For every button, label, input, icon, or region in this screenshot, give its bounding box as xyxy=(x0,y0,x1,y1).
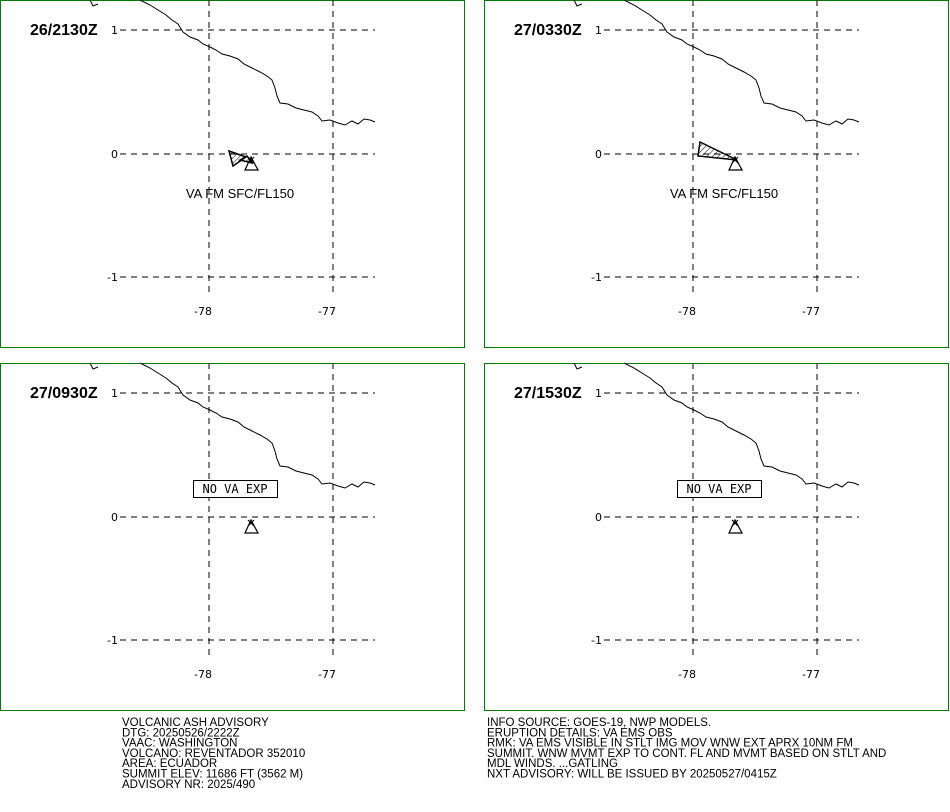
advisory-line: SUMMIT ELEV: 11686 FT (3562 M) xyxy=(122,769,303,781)
lat-tick-label: 0 xyxy=(111,511,118,524)
lat-tick-label: -1 xyxy=(591,634,602,647)
advisory-line: INFO SOURCE: GOES-19, NWP MODELS. xyxy=(487,717,711,729)
valid-time: 26/2130Z xyxy=(30,22,98,39)
lat-tick-label: -1 xyxy=(591,271,602,284)
volcano-symbol xyxy=(728,155,744,171)
panel-border xyxy=(484,363,949,711)
ash-label: NO VA EXP xyxy=(686,482,751,496)
advisory-line: RMK: VA EMS VISIBLE IN STLT IMG MOV WNW … xyxy=(487,738,853,750)
advisory-line: NXT ADVISORY: WILL BE ISSUED BY 20250527… xyxy=(487,769,777,781)
map-panel: 1 0 -1 -78 -77 26/2130Z VA FM SFC/FL150 xyxy=(0,0,465,348)
lon-tick-label: -77 xyxy=(802,305,820,318)
lat-tick-label: 1 xyxy=(111,24,118,37)
advisory-line: VAAC: WASHINGTON xyxy=(122,738,237,750)
lat-tick-label: 0 xyxy=(595,148,602,161)
advisory-line: DTG: 20250526/2222Z xyxy=(122,727,240,739)
ash-label: NO VA EXP xyxy=(202,482,267,496)
lon-tick-label: -78 xyxy=(194,668,212,681)
advisory-line: ADVISORY NR: 2025/490 xyxy=(122,779,255,791)
advisory-line: AREA: ECUADOR xyxy=(122,758,217,770)
map-panel: 1 0 -1 -78 -77 27/0330Z VA FM SFC/FL150 xyxy=(484,0,949,348)
lat-tick-label: -1 xyxy=(107,634,118,647)
coastline xyxy=(89,0,376,126)
lat-tick-label: -1 xyxy=(107,271,118,284)
ash-area xyxy=(227,149,248,168)
valid-time: 27/0330Z xyxy=(514,22,582,39)
ash-label: VA FM SFC/FL150 xyxy=(670,186,778,201)
lon-tick-label: -78 xyxy=(194,305,212,318)
lon-tick-label: -77 xyxy=(802,668,820,681)
lon-tick-label: -77 xyxy=(318,305,336,318)
advisory-line: MDL WINDS. ...GATLING xyxy=(487,758,618,770)
lat-tick-label: 0 xyxy=(595,511,602,524)
advisory-line: VOLCANO: REVENTADOR 352010 xyxy=(122,748,305,760)
coastline xyxy=(573,362,860,489)
lat-tick-label: 1 xyxy=(595,387,602,400)
lat-tick-label: 1 xyxy=(595,24,602,37)
advisory-line: SUMMIT. WNW MVMT EXP TO CONT. FL AND MVM… xyxy=(487,748,886,760)
advisory-line: ERUPTION DETAILS: VA EMS OBS xyxy=(487,727,673,739)
coastline xyxy=(573,0,860,126)
valid-time: 27/0930Z xyxy=(30,385,98,402)
volcano-symbol xyxy=(244,155,260,171)
lat-tick-label: 1 xyxy=(111,387,118,400)
panel-border xyxy=(0,363,465,711)
volcano-symbol xyxy=(728,518,744,534)
ash-label: VA FM SFC/FL150 xyxy=(186,186,294,201)
map-panel: 1 0 -1 -78 -77 27/0930Z NO VA EXP xyxy=(0,362,465,711)
panel-border xyxy=(484,0,949,348)
coastline xyxy=(89,362,376,489)
ash-area xyxy=(697,140,738,161)
lon-tick-label: -78 xyxy=(678,305,696,318)
valid-time: 27/1530Z xyxy=(514,385,582,402)
lon-tick-label: -77 xyxy=(318,668,336,681)
volcano-symbol xyxy=(244,518,260,534)
lon-tick-label: -78 xyxy=(678,668,696,681)
panel-border xyxy=(0,0,465,348)
label-box xyxy=(677,480,762,498)
label-box xyxy=(193,480,278,498)
lat-tick-label: 0 xyxy=(111,148,118,161)
map-panel: 1 0 -1 -78 -77 27/1530Z NO VA EXP xyxy=(484,362,949,711)
advisory-line: VOLCANIC ASH ADVISORY xyxy=(122,717,269,729)
